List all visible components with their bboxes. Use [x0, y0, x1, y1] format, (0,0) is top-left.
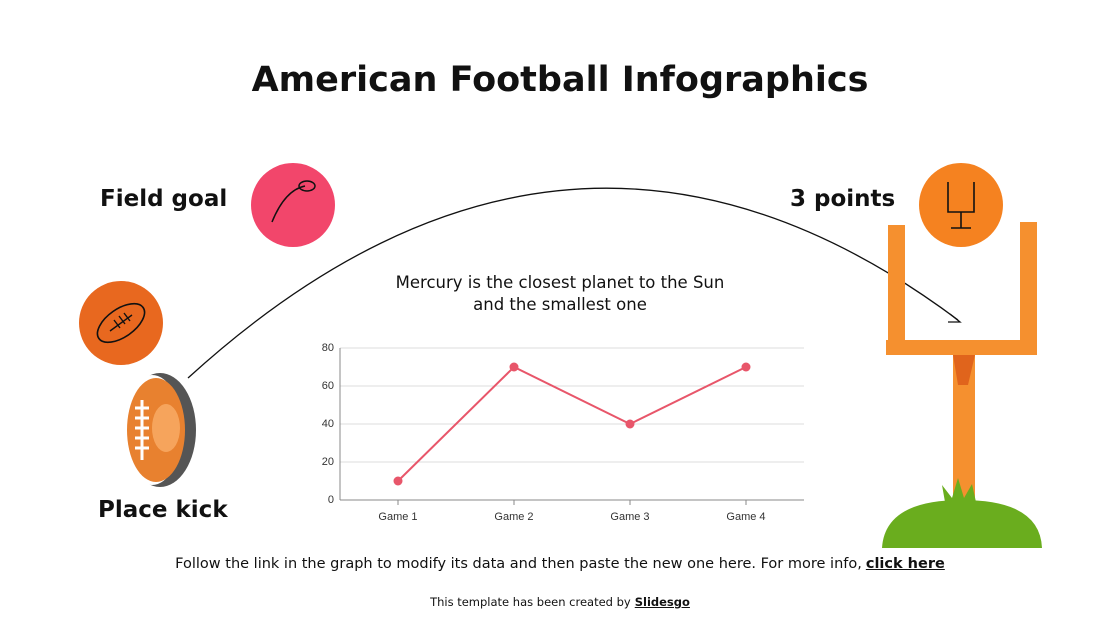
icon-circle — [919, 163, 1003, 247]
credit-text: This template has been created by — [430, 595, 631, 609]
link[interactable]: click here — [865, 556, 945, 572]
footer: Follow the link in the graph to modify i… — [0, 556, 1120, 572]
label: 3 points — [790, 186, 896, 212]
label: Place kick — [98, 497, 228, 523]
arc — [187, 187, 959, 379]
point — [393, 476, 403, 486]
ball — [152, 404, 180, 452]
icon — [109, 312, 133, 332]
footer-text: Follow the link in the graph to modify i… — [175, 556, 862, 572]
y-tick-label: 20 — [322, 456, 334, 468]
goal-post — [953, 355, 975, 385]
credit: This template has been created by Slidesg… — [0, 595, 1120, 609]
icon — [271, 185, 306, 223]
arrow-head — [948, 313, 962, 323]
grass — [942, 478, 976, 502]
icon — [96, 302, 146, 344]
x-tick-label: Game 1 — [378, 511, 417, 523]
icon — [947, 182, 975, 229]
point — [509, 362, 519, 372]
icon — [298, 180, 316, 192]
title: American Football Infographics — [251, 60, 869, 100]
y-tick-label: 80 — [322, 342, 334, 354]
point — [625, 419, 635, 429]
link[interactable]: Slidesgo — [634, 595, 690, 609]
chart-title: Mercury is the closest planet to the Sun… — [395, 273, 725, 314]
point — [741, 362, 751, 372]
x-tick-label: Game 3 — [610, 511, 649, 523]
y-tick-label: 40 — [322, 418, 334, 430]
hill — [882, 500, 1042, 548]
y-tick-label: 0 — [328, 494, 334, 506]
y-tick-label: 60 — [322, 380, 334, 392]
line — [397, 365, 747, 482]
label: Field goal — [100, 186, 228, 212]
x-tick-label: Game 4 — [726, 511, 765, 523]
x-tick-label: Game 2 — [494, 511, 533, 523]
ball-lace — [135, 400, 149, 460]
